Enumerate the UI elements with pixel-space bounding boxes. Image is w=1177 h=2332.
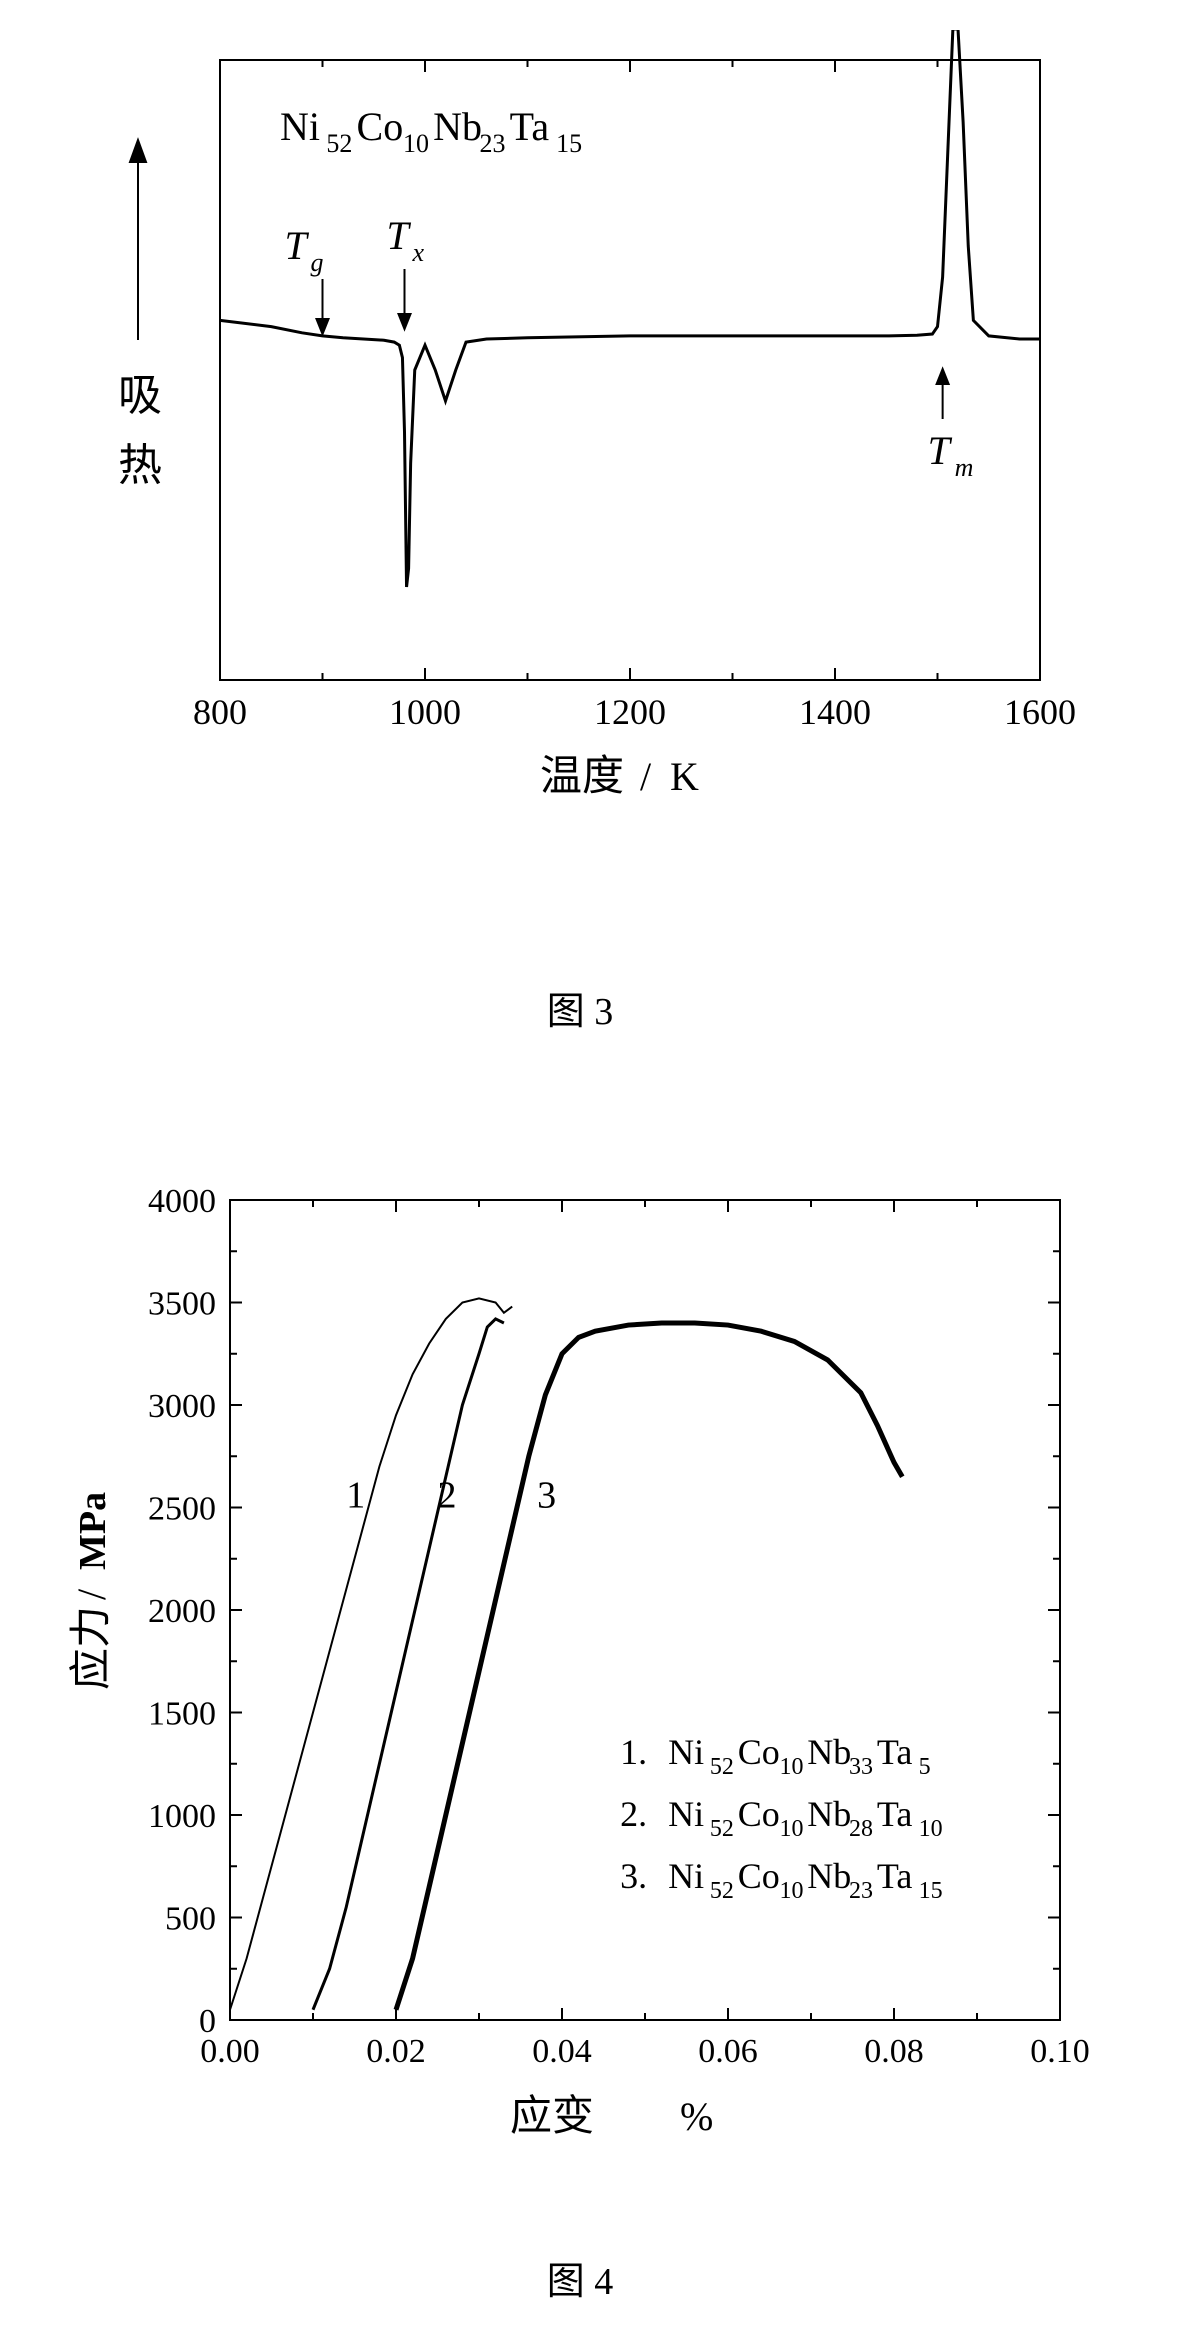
svg-text:3000: 3000 (148, 1388, 216, 1425)
x-label-cn: 应变 (510, 2093, 594, 2140)
svg-text:10: 10 (919, 1816, 943, 1842)
svg-text:33: 33 (849, 1754, 873, 1780)
svg-text:52: 52 (326, 129, 352, 158)
stress-strain-curve-1 (230, 1298, 512, 2009)
svg-text:Ni: Ni (668, 1856, 704, 1896)
legend: 1.Ni52Co10Nb33Ta52.Ni52Co10Nb28Ta103.Ni5… (620, 1732, 943, 1904)
curve-label-3: 3 (537, 1475, 556, 1517)
svg-text:52: 52 (710, 1816, 734, 1842)
svg-text:1400: 1400 (799, 692, 871, 732)
y-label-char-1: 吸 (118, 371, 162, 420)
y-axis-label: 应力 / MPa (68, 1492, 115, 1690)
svg-text:g: g (311, 248, 324, 277)
svg-text:1000: 1000 (389, 692, 461, 732)
svg-text:2500: 2500 (148, 1491, 216, 1528)
y-label-char-2: 热 (118, 441, 162, 490)
stress-strain-curve-2 (313, 1319, 504, 2010)
svg-text:T: T (928, 428, 953, 473)
y-ticks: 0 500 1000 1500 2000 2500 3000 3500 4000 (148, 1183, 1060, 2040)
svg-text:0.06: 0.06 (698, 2033, 758, 2070)
svg-text:3500: 3500 (148, 1286, 216, 1323)
x-axis-label-cn: 温度 (540, 754, 624, 800)
dsc-curve (220, 30, 1040, 587)
svg-text:Co: Co (738, 1794, 780, 1834)
svg-text:0.04: 0.04 (532, 2033, 592, 2070)
y-label-unit: MPa (72, 1492, 114, 1570)
svg-text:Ta: Ta (877, 1732, 912, 1772)
svg-text:28: 28 (849, 1816, 873, 1842)
svg-text:Nb: Nb (807, 1732, 851, 1772)
svg-text:x: x (412, 238, 425, 267)
y-label-cn: 应力 (68, 1606, 115, 1690)
svg-text:3.: 3. (620, 1856, 647, 1896)
curve-label-2: 2 (438, 1475, 457, 1517)
svg-text:10: 10 (779, 1816, 803, 1842)
svg-text:Nb: Nb (807, 1794, 851, 1834)
svg-text:10: 10 (779, 1878, 803, 1904)
temperature-markers: TgTxTm (285, 213, 974, 482)
curve-label-1: 1 (346, 1475, 365, 1517)
figure-4-chart: 0.000.020.040.060.080.10 050010001500200… (60, 1160, 1110, 2160)
svg-text:0.02: 0.02 (366, 2033, 426, 2070)
svg-text:Co: Co (738, 1856, 780, 1896)
x-label-unit: % (680, 2094, 713, 2139)
svg-text:Co: Co (357, 104, 404, 149)
svg-text:5: 5 (919, 1754, 931, 1780)
x-axis-label-unit: K (670, 754, 699, 799)
figure-3-caption: 图 3 (480, 980, 680, 1035)
svg-text:1600: 1600 (1004, 692, 1076, 732)
svg-text:23: 23 (849, 1878, 873, 1904)
svg-text:500: 500 (165, 1901, 216, 1938)
svg-text:Ni: Ni (280, 104, 320, 149)
svg-text:m: m (955, 453, 974, 482)
svg-text:2000: 2000 (148, 1593, 216, 1630)
svg-text:Ta: Ta (510, 104, 550, 149)
svg-text:Ni: Ni (668, 1732, 704, 1772)
y-axis-label-group: 吸 热 (118, 140, 162, 490)
svg-text:Ni: Ni (668, 1794, 704, 1834)
svg-text:0.08: 0.08 (864, 2033, 924, 2070)
figure-4-container: 0.000.020.040.060.080.10 050010001500200… (60, 1160, 1110, 2260)
svg-text:T: T (285, 223, 310, 268)
svg-text:0: 0 (199, 2003, 216, 2040)
figure-3-container: 800 1000 1200 1400 1600 吸 热 Ni52Co10Nb23Ta15… (80, 30, 1080, 930)
figure-4-caption: 图 4 (480, 2250, 680, 2305)
figure-3-chart: 800 1000 1200 1400 1600 吸 热 Ni52Co10Nb23Ta15… (80, 30, 1080, 810)
svg-text:0.10: 0.10 (1030, 2033, 1090, 2070)
svg-text:1200: 1200 (594, 692, 666, 732)
svg-text:1000: 1000 (148, 1798, 216, 1835)
svg-text:2.: 2. (620, 1794, 647, 1834)
stress-strain-curve-3 (396, 1323, 902, 2010)
svg-text:10: 10 (403, 129, 429, 158)
x-axis-label-slash: / (640, 754, 652, 799)
svg-text:1500: 1500 (148, 1696, 216, 1733)
svg-text:10: 10 (779, 1754, 803, 1780)
y-label-slash: / (69, 1588, 114, 1600)
svg-text:Nb: Nb (807, 1856, 851, 1896)
svg-text:15: 15 (919, 1878, 943, 1904)
svg-text:T: T (387, 213, 412, 258)
svg-text:52: 52 (710, 1878, 734, 1904)
svg-text:Co: Co (738, 1732, 780, 1772)
svg-text:23: 23 (480, 129, 506, 158)
svg-text:Ta: Ta (877, 1794, 912, 1834)
svg-text:4000: 4000 (148, 1183, 216, 1220)
svg-text:15: 15 (556, 129, 582, 158)
svg-text:Nb: Nb (433, 104, 482, 149)
svg-text:Ta: Ta (877, 1856, 912, 1896)
svg-text:800: 800 (193, 692, 247, 732)
svg-text:52: 52 (710, 1754, 734, 1780)
svg-text:1.: 1. (620, 1732, 647, 1772)
composition-label: Ni52Co10Nb23Ta15 (280, 104, 582, 158)
